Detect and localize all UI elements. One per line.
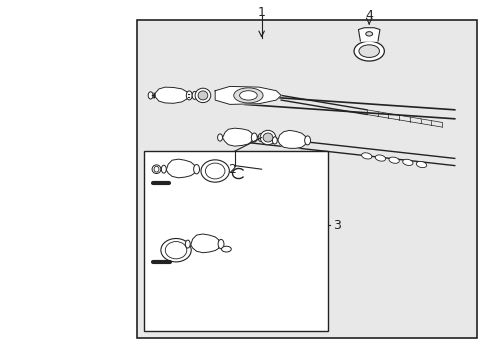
Polygon shape xyxy=(166,159,195,178)
Ellipse shape xyxy=(388,157,399,163)
Polygon shape xyxy=(358,28,379,41)
Ellipse shape xyxy=(272,137,277,144)
Ellipse shape xyxy=(161,238,191,262)
Ellipse shape xyxy=(365,32,372,36)
Ellipse shape xyxy=(218,239,224,249)
Text: 2: 2 xyxy=(228,163,236,176)
Ellipse shape xyxy=(161,165,166,173)
Bar xyxy=(144,151,327,331)
Ellipse shape xyxy=(217,134,222,141)
Ellipse shape xyxy=(358,45,379,58)
Ellipse shape xyxy=(263,133,272,142)
Text: 4: 4 xyxy=(365,9,372,22)
Ellipse shape xyxy=(192,91,197,99)
Ellipse shape xyxy=(402,159,412,166)
Ellipse shape xyxy=(205,163,224,179)
Ellipse shape xyxy=(258,134,263,141)
Ellipse shape xyxy=(415,161,426,168)
Polygon shape xyxy=(154,87,188,103)
Text: 3: 3 xyxy=(333,219,341,231)
Ellipse shape xyxy=(185,240,190,248)
Polygon shape xyxy=(190,234,220,253)
Ellipse shape xyxy=(361,153,371,159)
Ellipse shape xyxy=(154,166,159,172)
Ellipse shape xyxy=(251,133,257,142)
Ellipse shape xyxy=(221,246,231,252)
Ellipse shape xyxy=(374,155,385,161)
Polygon shape xyxy=(215,86,281,104)
Text: 1: 1 xyxy=(257,6,265,19)
Ellipse shape xyxy=(304,136,310,145)
Ellipse shape xyxy=(353,41,384,61)
Ellipse shape xyxy=(193,165,199,174)
Polygon shape xyxy=(222,128,253,146)
Ellipse shape xyxy=(165,242,186,259)
Polygon shape xyxy=(277,130,306,148)
Ellipse shape xyxy=(239,91,257,100)
Ellipse shape xyxy=(201,160,229,182)
Ellipse shape xyxy=(198,91,207,100)
Ellipse shape xyxy=(186,91,192,100)
Ellipse shape xyxy=(148,92,153,99)
Ellipse shape xyxy=(260,130,275,145)
Bar xyxy=(137,20,476,338)
Ellipse shape xyxy=(233,88,263,103)
Ellipse shape xyxy=(195,88,210,103)
Ellipse shape xyxy=(152,165,161,174)
